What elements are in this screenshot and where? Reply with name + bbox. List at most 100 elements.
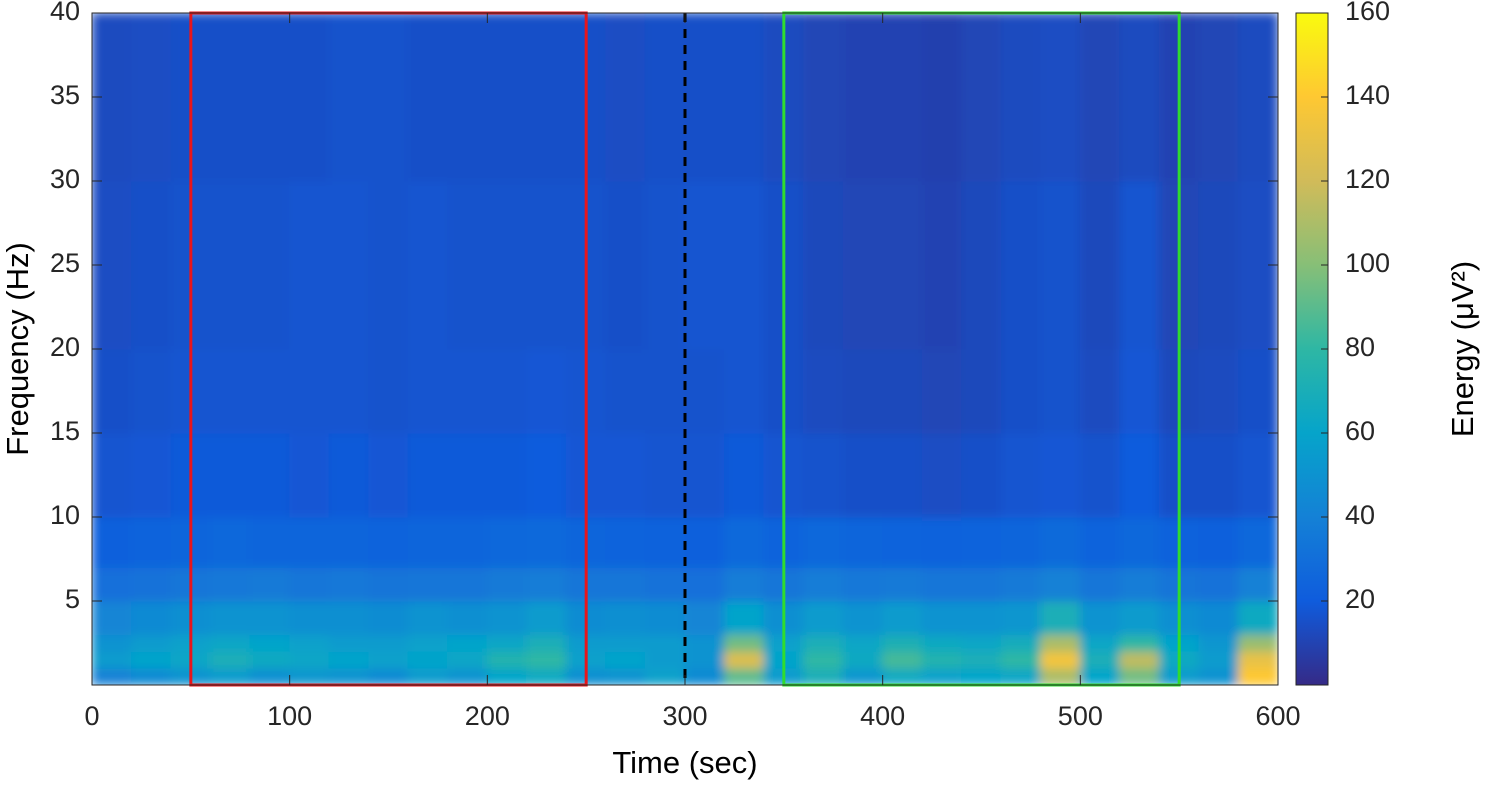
heatmap-cell xyxy=(605,180,646,350)
heatmap-cell xyxy=(803,432,844,518)
heatmap-cell xyxy=(210,13,251,182)
heatmap-cell xyxy=(842,667,884,685)
heatmap-cell xyxy=(1040,566,1081,602)
heatmap-cell xyxy=(1040,348,1081,434)
heatmap-cell xyxy=(249,634,291,652)
heatmap-cell xyxy=(724,634,765,652)
heatmap-cell xyxy=(210,650,251,669)
heatmap-cell xyxy=(486,516,528,568)
heatmap-cell xyxy=(842,600,884,636)
heatmap-cell xyxy=(407,600,449,636)
heatmap-cell xyxy=(605,13,646,182)
heatmap-cell xyxy=(447,650,488,669)
heatmap-cell xyxy=(131,600,172,636)
heatmap-cell xyxy=(486,667,528,685)
heatmap-cell xyxy=(1000,667,1042,685)
y-tick-label: 10 xyxy=(50,500,80,530)
heatmap-cell xyxy=(131,13,172,182)
heatmap-cell xyxy=(1198,650,1239,669)
heatmap-cell xyxy=(92,348,133,434)
heatmap-cell xyxy=(131,348,172,434)
heatmap-cell xyxy=(882,600,923,636)
heatmap-cell xyxy=(447,566,488,602)
heatmap-cell xyxy=(92,432,133,518)
heatmap-cell xyxy=(605,516,646,568)
heatmap-cell xyxy=(644,650,686,669)
heatmap-cell xyxy=(684,600,726,636)
heatmap-cell xyxy=(961,516,1002,568)
heatmap-cell xyxy=(210,516,251,568)
heatmap-cell xyxy=(961,600,1002,636)
heatmap-cell xyxy=(882,634,923,652)
heatmap-cell xyxy=(882,348,923,434)
heatmap-cell xyxy=(328,650,370,669)
heatmap-cell xyxy=(1198,667,1239,685)
heatmap-cell xyxy=(289,180,330,350)
heatmap-cell xyxy=(1079,600,1121,636)
heatmap-cell xyxy=(249,566,291,602)
heatmap-cell xyxy=(961,180,1002,350)
heatmap-cell xyxy=(526,600,567,636)
colorbar-tick-label: 20 xyxy=(1345,584,1375,614)
heatmap-cell xyxy=(921,667,963,685)
heatmap-cell xyxy=(1119,348,1160,434)
heatmap-cell xyxy=(882,566,923,602)
heatmap-cell xyxy=(407,667,449,685)
heatmap-cell xyxy=(289,634,330,652)
heatmap-cell xyxy=(1119,600,1160,636)
heatmap-cell xyxy=(921,600,963,636)
heatmap-cell xyxy=(921,180,963,350)
heatmap-cell xyxy=(368,634,409,652)
heatmap-cell xyxy=(1198,634,1239,652)
heatmap-cell xyxy=(289,516,330,568)
heatmap-cell xyxy=(961,432,1002,518)
heatmap-cell xyxy=(724,600,765,636)
y-tick-label: 30 xyxy=(50,164,80,194)
heatmap-cell xyxy=(210,600,251,636)
heatmap-cell xyxy=(1119,566,1160,602)
heatmap-cell xyxy=(724,348,765,434)
heatmap-cell xyxy=(1119,516,1160,568)
heatmap-cell xyxy=(882,180,923,350)
heatmap-cell xyxy=(1000,180,1042,350)
heatmap-cell xyxy=(289,432,330,518)
heatmap-cell xyxy=(1079,13,1121,182)
heatmap-cell xyxy=(407,13,449,182)
heatmap-cell xyxy=(368,13,409,182)
heatmap-cell xyxy=(407,650,449,669)
heatmap-cell xyxy=(249,600,291,636)
heatmap-cell xyxy=(407,566,449,602)
heatmap-cell xyxy=(486,348,528,434)
heatmap-cell xyxy=(1079,180,1121,350)
heatmap-cell xyxy=(1040,634,1081,652)
heatmap-cell xyxy=(289,667,330,685)
heatmap-cell xyxy=(289,566,330,602)
heatmap-cell xyxy=(1040,667,1081,685)
heatmap-cell xyxy=(1198,516,1239,568)
heatmap-cell xyxy=(328,667,370,685)
colorbar-tick-label: 140 xyxy=(1345,80,1390,110)
heatmap-cell xyxy=(407,432,449,518)
heatmap-cell xyxy=(605,566,646,602)
heatmap-cell xyxy=(724,13,765,182)
heatmap-cell xyxy=(368,650,409,669)
heatmap-cell xyxy=(368,667,409,685)
heatmap-cell xyxy=(644,566,686,602)
heatmap-cell xyxy=(1079,348,1121,434)
heatmap-cell xyxy=(644,516,686,568)
heatmap-cell xyxy=(803,348,844,434)
heatmap-cell xyxy=(328,634,370,652)
heatmap-cell xyxy=(131,432,172,518)
heatmap-cell xyxy=(526,180,567,350)
heatmap-cell xyxy=(684,516,726,568)
heatmap-cell xyxy=(131,634,172,652)
heatmap-cell xyxy=(210,634,251,652)
heatmap-cell xyxy=(131,180,172,350)
heatmap-cell xyxy=(842,348,884,434)
heatmap-cell xyxy=(328,13,370,182)
colorbar-tick-label: 60 xyxy=(1345,416,1375,446)
heatmap-cell xyxy=(328,180,370,350)
heatmap-cell xyxy=(961,650,1002,669)
heatmap-cell xyxy=(526,634,567,652)
heatmap-cell xyxy=(289,650,330,669)
